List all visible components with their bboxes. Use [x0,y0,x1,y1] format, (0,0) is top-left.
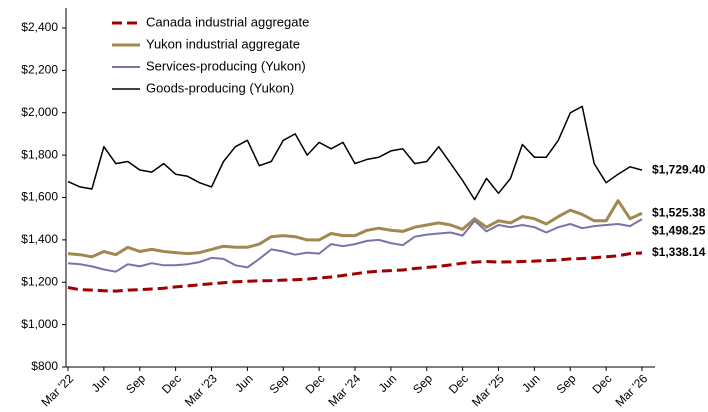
x-tick-label: Jun [376,371,400,395]
y-tick-label: $1,200 [21,274,58,288]
x-tick-label: Jun [89,371,113,395]
legend-label: Goods-producing (Yukon) [146,80,294,95]
x-tick-label: Sep [123,371,148,396]
y-tick-label: $1,000 [21,317,58,331]
x-tick-label: Jun [232,371,256,395]
x-tick-label: Mar '23 [182,371,220,409]
y-tick-label: $800 [31,359,58,373]
x-tick-label: Dec [446,371,471,396]
x-tick-label: Jun [519,371,543,395]
series-line [67,199,643,259]
y-tick-label: $1,600 [21,190,58,204]
end-value-label: $1,525.38 [652,205,706,219]
end-value-label: $1,498.25 [652,223,706,237]
y-tick-label: $2,000 [21,105,58,119]
y-tick-label: $1,800 [21,147,58,161]
series-line [67,218,643,273]
x-tick-label: Mar '22 [38,371,76,409]
x-tick-label: Sep [267,371,292,396]
legend-label: Yukon industrial aggregate [146,36,300,51]
legend-label: Canada industrial aggregate [146,14,309,29]
y-tick-label: $1,400 [21,232,58,246]
y-tick-label: $2,400 [21,20,58,34]
x-tick-label: Mar '26 [612,371,650,409]
x-tick-label: Mar '24 [325,371,363,409]
x-tick-label: Sep [410,371,435,396]
x-tick-label: Dec [589,371,614,396]
y-tick-label: $2,200 [21,63,58,77]
legend-label: Services-producing (Yukon) [146,58,306,73]
legend: Canada industrial aggregate Yukon industr… [112,14,309,95]
series-line [67,251,643,293]
end-value-label: $1,338.14 [652,245,706,259]
end-value-label: $1,729.40 [652,162,706,176]
x-tick-label: Dec [159,371,184,396]
series-line [67,105,643,201]
x-tick-label: Dec [302,371,327,396]
x-tick-label: Sep [554,371,579,396]
x-tick-label: Mar '25 [469,371,507,409]
